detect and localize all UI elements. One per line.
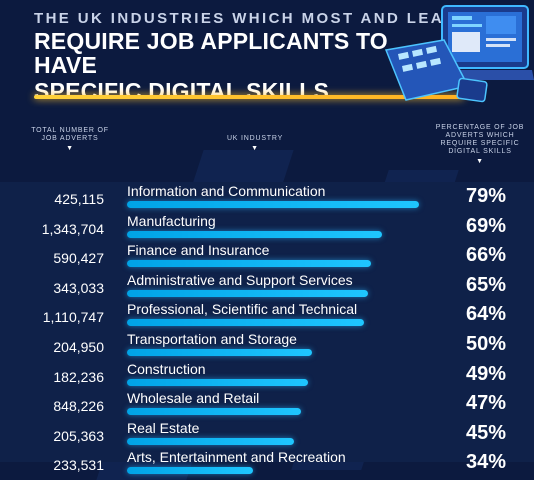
chart-title-line-2: SPECIFIC DIGITAL SKILLS: [34, 78, 330, 104]
chart-title-line-1: REQUIRE JOB APPLICANTS TO HAVE: [34, 28, 388, 78]
job-advert-count: 590,427: [53, 250, 104, 267]
percentage-bar: [127, 378, 309, 386]
industry-label: Real Estate: [127, 419, 200, 436]
chart-header: THE UK INDUSTRIES WHICH MOST AND LEAST R…: [34, 10, 468, 104]
percentage-bar: [127, 260, 372, 268]
job-advert-count: 204,950: [53, 339, 104, 355]
job-advert-count: 1,110,747: [42, 309, 104, 326]
industry-label: Arts, Entertainment and Recreation: [127, 449, 346, 466]
percentage-value: 69%: [465, 214, 506, 237]
column-header-percentage-label: PERCENTAGE OF JOB ADVERTS WHICH REQUIRE …: [435, 124, 525, 155]
percentage-value: 34%: [465, 451, 506, 474]
percentage-value: 79%: [465, 185, 506, 207]
industry-label: Wholesale and Retail: [127, 390, 260, 407]
column-header-count-label: TOTAL NUMBER OF JOB ADVERTS: [31, 127, 109, 142]
job-advert-count: 848,226: [53, 398, 104, 415]
industry-label: Information and Communication: [127, 183, 326, 199]
percentage-bar: [127, 349, 312, 356]
chart-row: 1,110,747 Professional, Scientific and Te…: [0, 300, 534, 330]
industry-label: Professional, Scientific and Technical: [127, 301, 358, 318]
chart-row: 425,115 Information and Communication 79%: [0, 182, 534, 212]
column-header-percentage: PERCENTAGE OF JOB ADVERTS WHICH REQUIRE …: [430, 124, 530, 166]
percentage-bar: [127, 230, 383, 238]
percentage-bar: [127, 201, 420, 208]
column-header-industry: UK INDUSTRY ▼: [210, 135, 300, 153]
industry-label: Manufacturing: [127, 212, 216, 229]
job-advert-count: 205,363: [53, 427, 104, 444]
chart-row: 204,950 Transportation and Storage 50%: [0, 330, 534, 360]
column-header-industry-label: UK INDUSTRY: [226, 135, 284, 142]
chart-row: 848,226 Wholesale and Retail 47%: [0, 389, 534, 419]
chart-subtitle: THE UK INDUSTRIES WHICH MOST AND LEAST: [34, 10, 468, 27]
percentage-value: 50%: [465, 333, 506, 355]
industry-label: Administrative and Support Services: [127, 271, 353, 288]
job-advert-count: 425,115: [54, 191, 104, 207]
chart-row: 182,236 Construction 49%: [0, 360, 534, 390]
accent-line: [34, 95, 464, 99]
job-advert-count: 343,033: [53, 279, 104, 296]
percentage-value: 66%: [465, 244, 506, 267]
percentage-bar: [127, 467, 253, 475]
industry-label: Finance and Insurance: [127, 242, 270, 259]
industry-label: Construction: [127, 360, 206, 377]
percentage-value: 49%: [465, 362, 506, 385]
column-header-count: TOTAL NUMBER OF JOB ADVERTS ▼: [22, 127, 118, 153]
job-advert-count: 233,531: [53, 457, 104, 474]
percentage-value: 45%: [465, 421, 506, 444]
job-advert-count: 182,236: [53, 368, 104, 385]
chart-row: 343,033 Administrative and Support Servic…: [0, 271, 534, 301]
percentage-bar: [127, 289, 368, 297]
industry-label: Transportation and Storage: [127, 331, 297, 347]
laptop-illustration-icon: [384, 5, 534, 103]
percentage-bar: [127, 408, 301, 416]
caret-down-icon: ▼: [251, 145, 259, 152]
percentage-bar: [127, 319, 364, 327]
chart-row: 205,363 Real Estate 45%: [0, 419, 534, 449]
percentage-value: 47%: [465, 392, 506, 415]
job-advert-count: 1,343,704: [41, 220, 104, 237]
chart-row: 590,427 Finance and Insurance 66%: [0, 241, 534, 271]
percentage-value: 65%: [465, 273, 506, 296]
chart-row: 1,343,704 Manufacturing 69%: [0, 212, 534, 242]
caret-down-icon: ▼: [476, 158, 484, 165]
chart-row: 233,531 Arts, Entertainment and Recreatio…: [0, 448, 534, 478]
caret-down-icon: ▼: [66, 145, 74, 152]
percentage-value: 64%: [465, 303, 506, 326]
percentage-bar: [127, 437, 294, 445]
